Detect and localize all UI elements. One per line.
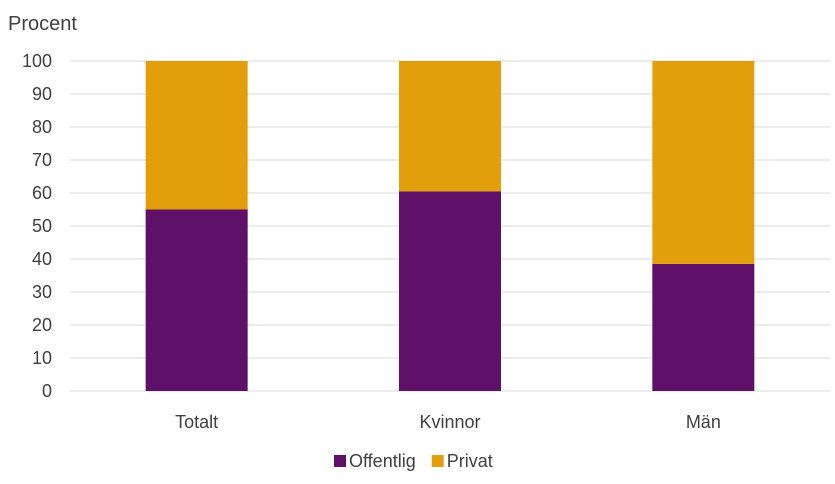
y-tick-labels: 0 10 20 30 40 50 60 70 80 90 100 (22, 51, 52, 401)
bar-offentlig-män (652, 264, 754, 391)
y-tick-label: 40 (32, 249, 52, 269)
bar-privat-kvinnor (399, 61, 501, 191)
y-tick-label: 30 (32, 282, 52, 302)
y-tick-label: 20 (32, 315, 52, 335)
y-tick-label: 100 (22, 51, 52, 71)
y-tick-label: 10 (32, 348, 52, 368)
x-tick-label: Totalt (175, 412, 218, 432)
x-tick-labels: Totalt Kvinnor Män (175, 412, 721, 432)
bars (146, 61, 755, 391)
legend-label-offentlig: Offentlig (349, 451, 416, 471)
y-tick-label: 0 (42, 381, 52, 401)
y-axis-label: Procent (8, 13, 77, 35)
y-tick-label: 60 (32, 183, 52, 203)
x-tick-label: Män (686, 412, 721, 432)
legend-swatch-privat (432, 455, 444, 467)
bar-offentlig-totalt (146, 210, 248, 392)
bar-offentlig-kvinnor (399, 191, 501, 391)
legend: Offentlig Privat (334, 451, 493, 471)
legend-label-privat: Privat (447, 451, 493, 471)
x-tick-label: Kvinnor (419, 412, 480, 432)
bar-privat-män (652, 61, 754, 264)
y-tick-label: 80 (32, 117, 52, 137)
bar-privat-totalt (146, 61, 248, 210)
legend-swatch-offentlig (334, 455, 346, 467)
y-tick-label: 70 (32, 150, 52, 170)
y-tick-label: 50 (32, 216, 52, 236)
y-tick-label: 90 (32, 84, 52, 104)
